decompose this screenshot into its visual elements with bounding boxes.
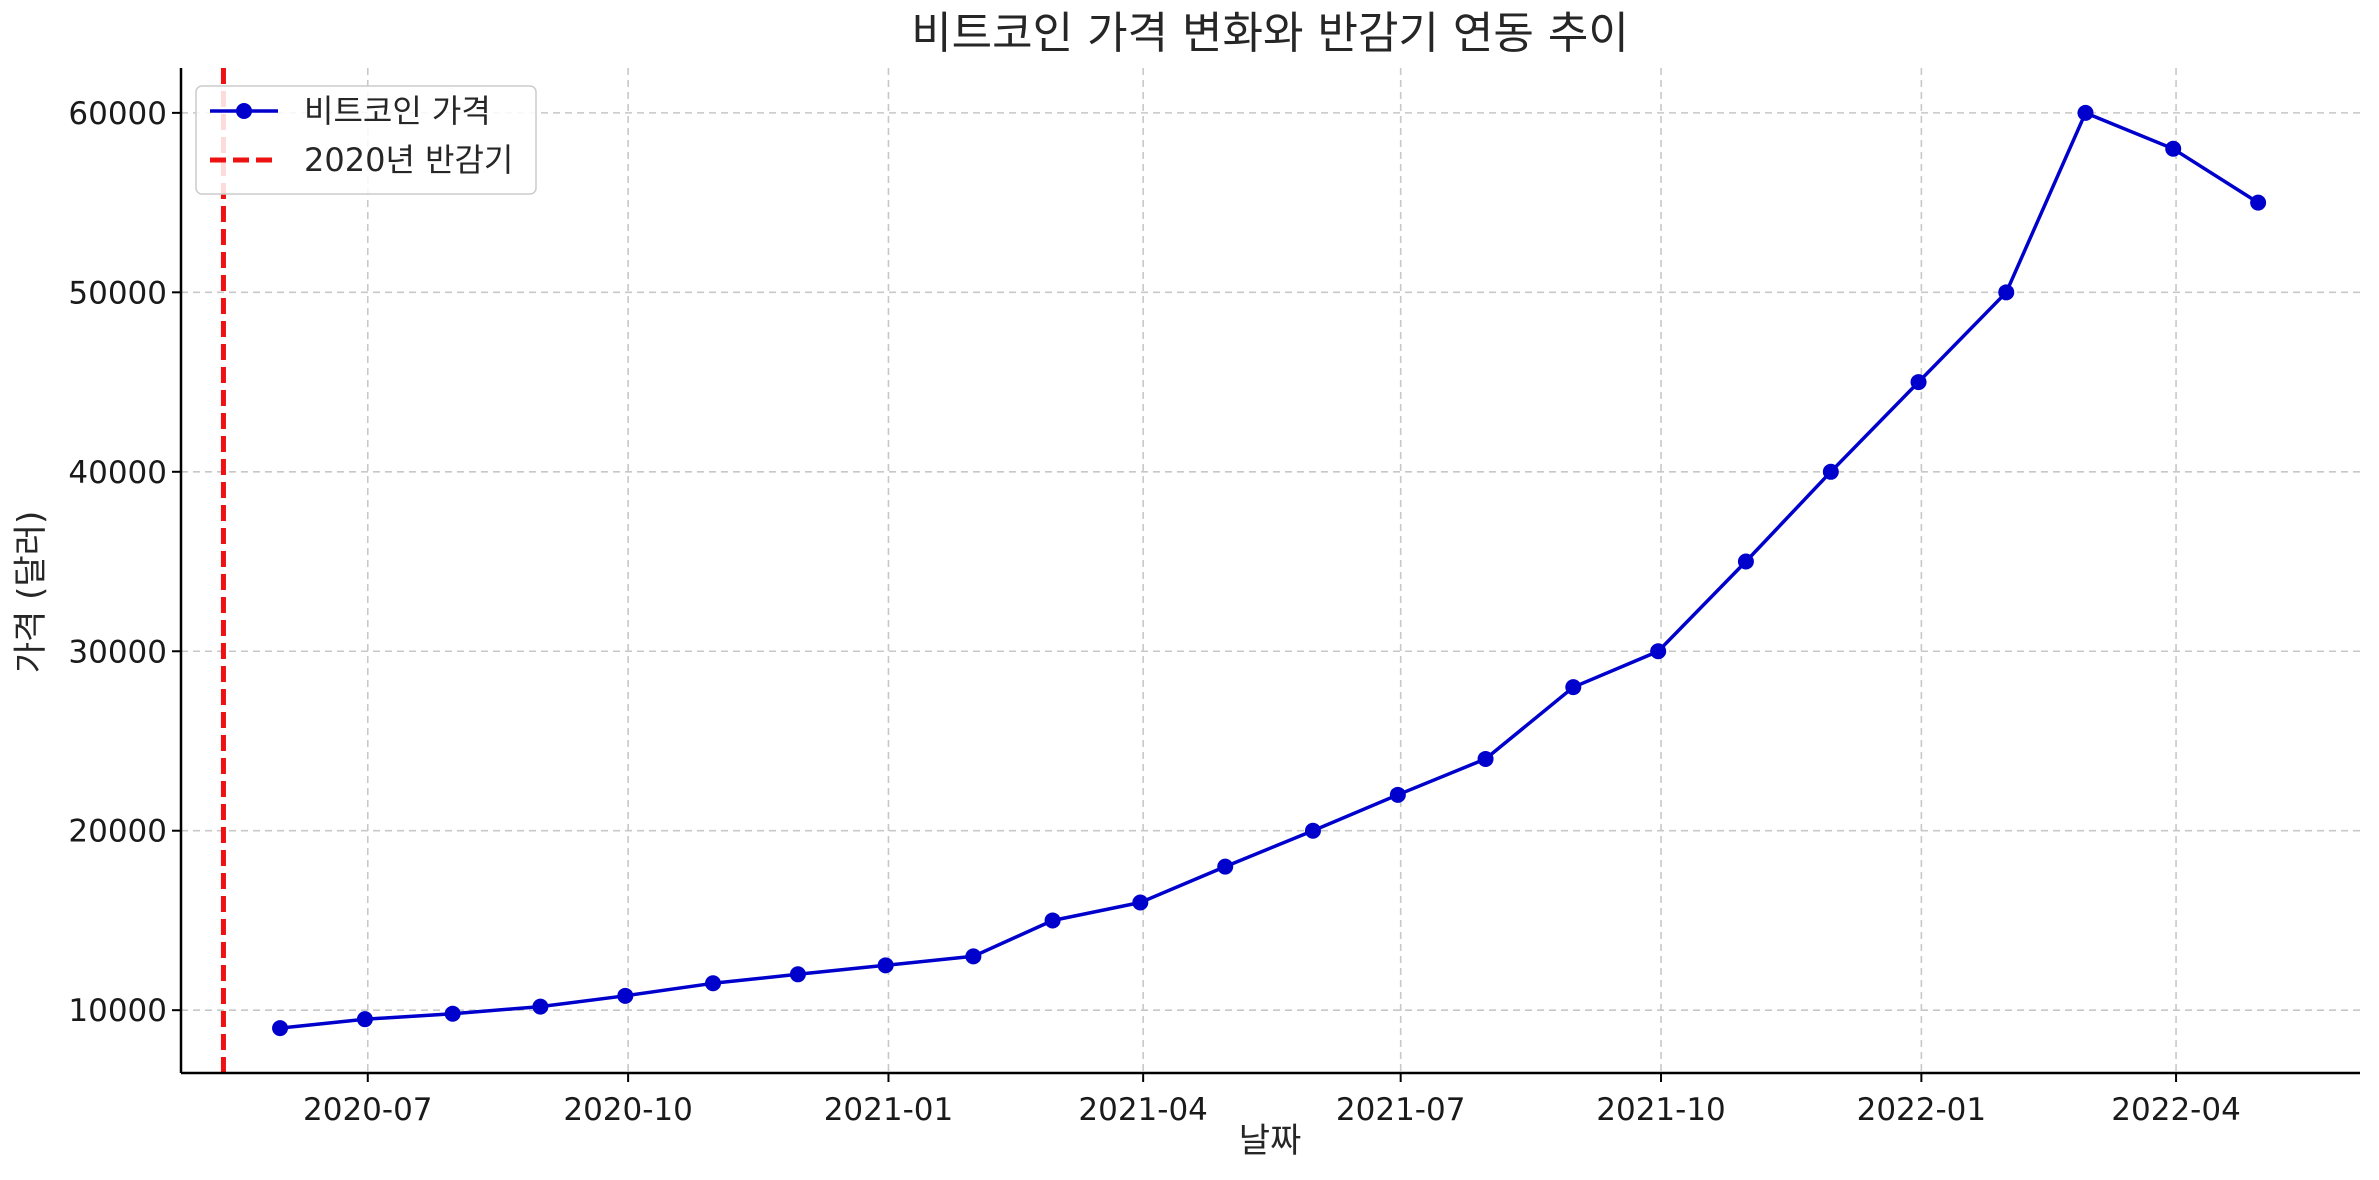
legend: 비트코인 가격 2020년 반감기 — [195, 85, 537, 195]
data-point — [1998, 284, 2015, 301]
y-tick-label: 10000 — [68, 993, 167, 1029]
data-point — [2165, 140, 2182, 157]
y-tick-label: 40000 — [68, 455, 167, 491]
x-tick-label: 2020-10 — [563, 1092, 693, 1128]
data-point — [1822, 463, 1839, 480]
x-tick-label: 2021-01 — [824, 1092, 954, 1128]
data-point — [1650, 643, 1667, 660]
legend-label-halving: 2020년 반감기 — [304, 141, 513, 179]
x-axis-ticks: 2020-07 2020-10 2021-01 2021-04 2021-07 2021-… — [303, 1073, 2241, 1128]
y-axis-ticks: 10000 20000 30000 40000 50000 60000 — [68, 96, 181, 1029]
data-point — [1132, 894, 1149, 911]
data-point — [877, 957, 894, 974]
x-tick-label: 2021-07 — [1336, 1092, 1466, 1128]
chart-title: 비트코인 가격 변화와 반감기 연동 추이 — [911, 8, 1629, 59]
x-tick-label: 2021-04 — [1078, 1092, 1208, 1128]
series — [272, 104, 2267, 1037]
data-point — [1910, 374, 1927, 391]
x-tick-label: 2022-01 — [1857, 1092, 1987, 1128]
data-point — [789, 966, 806, 983]
data-point — [1304, 822, 1321, 839]
data-point — [356, 1011, 373, 1028]
x-tick-label: 2022-04 — [2111, 1092, 2241, 1128]
data-point — [1477, 750, 1494, 767]
y-tick-label: 60000 — [68, 96, 167, 132]
data-point — [2250, 194, 2267, 211]
data-point — [1565, 679, 1582, 696]
data-point — [1217, 858, 1234, 875]
series-line — [279, 111, 2260, 1030]
y-tick-label: 20000 — [68, 814, 167, 850]
legend-marker-swatch — [236, 103, 252, 119]
data-point — [1044, 912, 1061, 929]
data-point — [2077, 104, 2094, 121]
y-tick-label: 30000 — [68, 634, 167, 670]
y-tick-label: 50000 — [68, 275, 167, 311]
data-point — [444, 1005, 461, 1022]
axes — [179, 68, 2360, 1075]
x-tick-label: 2020-07 — [303, 1092, 433, 1128]
data-point — [965, 948, 982, 965]
data-point — [532, 998, 549, 1015]
data-point — [1389, 786, 1406, 803]
x-tick-label: 2021-10 — [1596, 1092, 1726, 1128]
legend-label-price: 비트코인 가격 — [304, 92, 491, 130]
data-point — [617, 987, 634, 1004]
data-point — [272, 1020, 289, 1037]
data-point — [705, 975, 722, 992]
grid — [181, 68, 2360, 1073]
legend-frame — [195, 85, 537, 195]
x-axis-label: 날짜 — [1239, 1121, 1302, 1161]
data-point — [1737, 553, 1754, 570]
y-axis-label: 가격 (달러) — [11, 511, 51, 673]
